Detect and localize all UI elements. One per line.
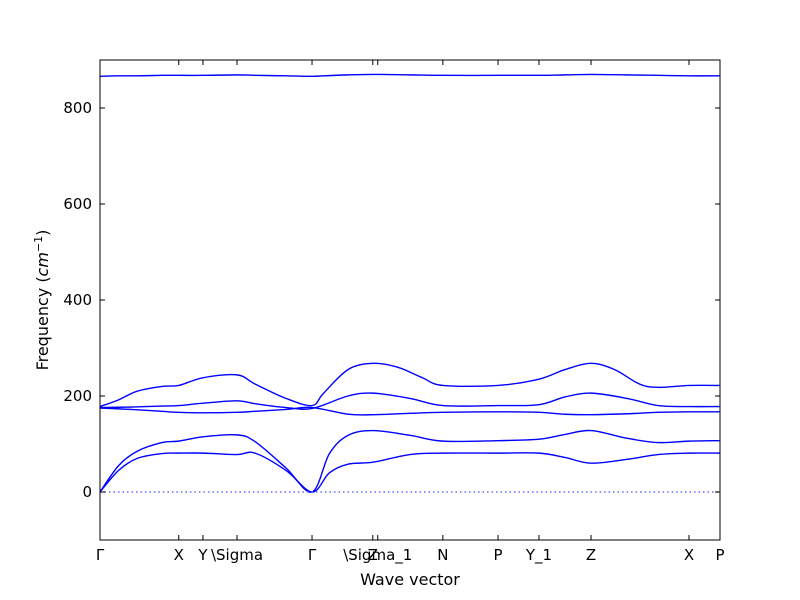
band-lines (99, 73, 721, 493)
y-tick-label: 200 (63, 387, 92, 405)
band-line-6 (99, 451, 721, 493)
x-tick-label: P (715, 546, 724, 564)
y-axis-label-text: Frequency ( (33, 276, 52, 370)
y-axis-label-unit: cm (33, 252, 52, 276)
band-line-3 (99, 392, 721, 410)
x-axis-ticks: Γ X Y \Sigma Γ Z\Sigma_1 N P Y_1 Z X P (96, 60, 725, 565)
x-tick-label: N (437, 546, 448, 564)
x-tick-label: Z (586, 546, 596, 564)
x-tick-label: Z (368, 546, 378, 564)
y-tick-label: 400 (63, 291, 92, 309)
y-axis-label-close: ) (33, 230, 52, 236)
x-axis-label: Wave vector (360, 570, 460, 589)
x-tick-label: \Sigma_1 (343, 546, 412, 565)
x-tick-label: X (174, 546, 184, 564)
band-line-2 (99, 362, 721, 408)
x-tick-label: Y (197, 546, 208, 564)
y-axis-ticks: 0 200 400 600 800 (63, 99, 720, 501)
band-line-1 (99, 73, 721, 78)
x-tick-label: Γ (96, 546, 105, 564)
plot-frame (99, 59, 721, 541)
y-axis-label-exponent: −1 (32, 236, 45, 252)
y-tick-label: 0 (82, 483, 92, 501)
x-tick-label: Y_1 (525, 546, 552, 565)
band-line-4 (99, 406, 721, 416)
x-tick-label: Γ (308, 546, 317, 564)
x-tick-label: P (494, 546, 503, 564)
y-tick-label: 600 (63, 195, 92, 213)
band-line-5 (99, 429, 721, 493)
y-tick-label: 800 (63, 99, 92, 117)
x-tick-label: X (684, 546, 694, 564)
x-tick-label: \Sigma (211, 546, 263, 564)
y-axis-label: Frequency (cm−1) (32, 230, 53, 371)
